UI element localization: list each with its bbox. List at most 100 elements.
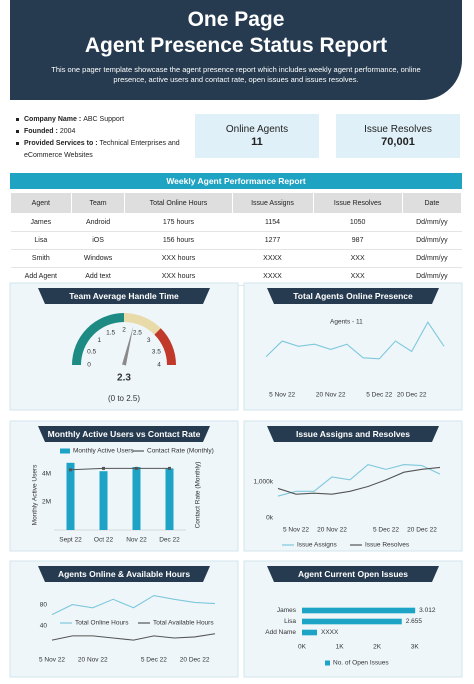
series-line [70,467,170,471]
panel-title: Agent Current Open Issues [298,569,408,579]
company-value: ABC Support [83,116,125,123]
panel-title-banner [38,566,210,582]
panel [243,420,463,552]
bar [165,468,174,530]
panel-title: Total Agents Online Presence [293,291,413,301]
gauge-tick-label: 1 [97,337,101,344]
line-marker [168,466,171,470]
y-tick-label: 1,000k [253,478,273,485]
series-line [277,466,441,495]
x-tick-label: 5 Dec 22 [141,657,167,664]
table-cell: James [10,213,72,232]
company-value: 2004 [59,128,76,135]
table-cell: Dd/mm/yy [402,231,462,250]
series-line [51,633,216,641]
column-header: Date [401,192,463,214]
x-tick-label: 1K [336,644,345,651]
table-cell: 1277 [232,231,314,250]
x-tick-label: Oct 22 [94,537,114,544]
series-line [265,321,445,360]
x-tick-label: 5 Nov 22 [283,527,309,534]
table: Agent Team Total Online Hours Issue Assigns… [10,192,463,286]
x-tick-label: 5 Dec 22 [366,392,392,399]
x-tick-label: 20 Dec 22 [397,392,427,399]
legend-label: No. of Open Issues [333,660,389,667]
y-tick-label: 0k [266,515,274,522]
x-tick-label: Sept 22 [59,537,82,544]
y-tick-label: Lisa [284,618,296,625]
company-item: Company Name : ABC Support [16,114,188,126]
series-line [277,463,441,497]
subtitle: This one pager template showcase the age… [51,65,421,84]
table-row: James Android 175 hours 1154 1050 Dd/mm/yy [10,213,462,232]
kpi-value: 70,001 [381,136,415,148]
y-tick-label: 2M [42,499,51,506]
x-tick-label: 20 Nov 22 [317,527,347,534]
x-tick-label: 20 Nov 22 [316,392,346,399]
column-header: Total Online Hours [124,192,233,214]
bar [302,607,416,614]
column-header: Issue Resolves [312,192,403,214]
table-cell: Android [71,213,125,232]
table-cell: 1154 [232,213,314,232]
x-tick-label: Dec 22 [159,537,180,544]
gauge-tick-label: 0 [87,362,91,369]
gauge-tick-label: 2 [122,327,126,334]
title-line: One Page [187,8,285,31]
line-marker [69,468,72,472]
bar [302,629,318,636]
table-cell: XXXX [232,249,314,268]
panel-title: Agents Online & Available Hours [58,569,190,579]
panel [9,420,239,552]
company-value: Technical Enterprises and eCommerce Webs… [24,140,180,159]
x-tick-label: 5 Dec 22 [373,527,399,534]
legend-label: Issue Resolves [365,542,410,549]
x-tick-label: 2K [373,644,382,651]
x-tick-label: 5 Nov 22 [39,657,65,664]
gauge-tick-label: 1.5 [106,329,115,336]
legend-label: Agents - 11 [330,319,363,326]
series-line [51,595,216,616]
table-cell: Lisa [10,231,72,250]
panel-title: Issue Assigns and Resolves [296,429,410,439]
table-cell: XXX [313,249,403,268]
x-tick-label: 3K [411,644,420,651]
company-label: Founded : [24,128,58,135]
table-cell: Windows [71,249,125,268]
x-tick-label: 20 Dec 22 [407,527,437,534]
kpi-value: 11 [251,136,263,148]
y-tick-label: James [277,607,297,614]
gauge-tick-label: 0.5 [87,348,96,355]
table-title: Weekly Agent Performance Report [10,173,462,189]
y-tick-label: 4M [42,471,51,478]
table-header: Agent Team Total Online Hours Issue Assigns… [10,192,463,214]
legend-swatch [325,660,330,666]
bar [99,471,108,530]
column-header: Team [70,192,126,214]
y-tick-label: Add Name [265,629,296,636]
column-header: Issue Assigns [231,192,314,214]
x-tick-label: 5 Nov 22 [269,392,295,399]
table-row: Lisa iOS 156 hours 1277 987 Dd/mm/yy [10,231,462,250]
bar [132,467,141,530]
x-tick-label: 20 Dec 22 [180,657,210,664]
value-label: 2.655 [406,618,423,625]
x-tick-label: 0K [298,644,307,651]
gauge-tick-label: 2.5 [133,329,142,336]
x-tick-label: Nov 22 [126,537,147,544]
gauge-tick-label: 3 [147,337,151,344]
gauge-annotation: (0 to 2.5) [108,394,140,403]
panel-title-banner [267,426,439,442]
table-cell: 987 [313,231,403,250]
legend-label: Monthly Active Users [73,448,134,455]
value-label: 3.012 [419,607,436,614]
company-item: Provided Services to : Technical Enterpri… [16,138,188,162]
gauge-value: 2.3 [117,373,131,384]
company-item: Founded :2004 [16,126,188,138]
table-row: Smith Windows XXX hours XXXX XXX Dd/mm/yy [10,249,462,268]
panel [243,282,463,411]
kpi-card: Online Agents 11 [195,114,319,158]
company-label: Company Name : [24,116,82,123]
